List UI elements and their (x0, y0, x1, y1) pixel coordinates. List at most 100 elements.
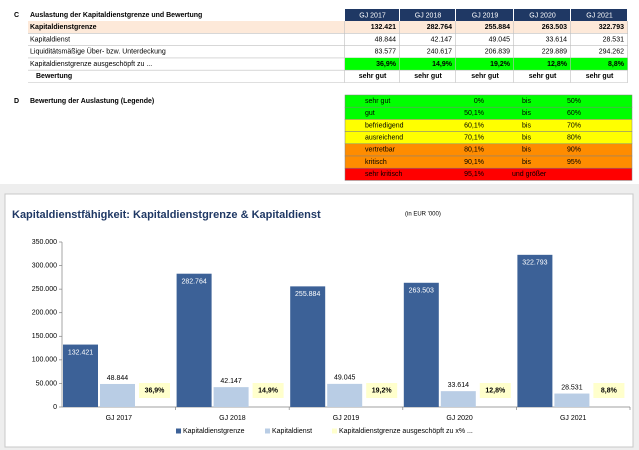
row-label: Liquiditätsmäßige Über- bzw. Unterdeckun… (30, 48, 166, 56)
bar (176, 273, 212, 407)
legend-cell: bis (522, 98, 531, 105)
legend-cell: sehr gut (365, 98, 390, 105)
cell-value: 240.617 (427, 49, 452, 56)
legend-cell: 90,1% (464, 159, 484, 166)
cell-value: 294.262 (599, 49, 624, 56)
legend-swatch (265, 428, 270, 434)
y-tick-label: 350.000 (32, 239, 57, 246)
data-label: 42.147 (220, 378, 242, 385)
column-header-cell (571, 9, 627, 21)
legend-cell: 60% (567, 110, 581, 117)
legend-cell: 95% (567, 159, 581, 166)
cell-value: sehr gut (471, 73, 499, 80)
data-label: 48.844 (107, 375, 129, 382)
legend-cell: kritisch (365, 159, 387, 166)
cell-value: 132.421 (371, 24, 396, 31)
bar (213, 387, 249, 407)
cell-value: 19,2% (490, 61, 511, 68)
cell-value: 206.839 (485, 49, 510, 56)
legend-row (344, 106, 633, 120)
cell-value: 48.844 (375, 36, 397, 43)
legend-cell: sehr kritisch (365, 171, 402, 178)
column-header: GJ 2019 (472, 12, 499, 19)
legend-label: Kapitaldienst (272, 428, 312, 435)
data-label: 255.884 (295, 291, 320, 298)
percent-label-box (593, 383, 625, 398)
bar (63, 344, 98, 407)
cell-value: 28.531 (603, 36, 625, 43)
y-tick-label: 150.000 (32, 333, 57, 340)
column-header-cell (456, 9, 513, 21)
legend-swatch (176, 428, 181, 434)
y-tick-label: 50.000 (36, 380, 58, 387)
cell-value: 83.577 (375, 49, 397, 56)
column-header: GJ 2018 (415, 12, 442, 19)
legend-cell: 70% (567, 122, 581, 129)
legend-cell: bis (522, 122, 531, 129)
cell-value: 36,9% (376, 61, 397, 68)
row-label: Bewertung (36, 73, 72, 80)
cell-value: 33.614 (546, 36, 568, 43)
data-label: 33.614 (448, 382, 470, 389)
legend-cell: 80,1% (464, 147, 484, 154)
bar (403, 282, 439, 407)
section-letter: C (14, 12, 19, 19)
x-tick-label: GJ 2021 (560, 415, 587, 422)
column-header: GJ 2017 (359, 12, 386, 19)
data-label: 49.045 (334, 375, 356, 382)
legend-cell: 90% (567, 147, 581, 154)
percent-label-box (479, 383, 511, 398)
legend-label: Kapitaldienstgrenze (183, 428, 245, 435)
bar (517, 254, 553, 407)
legend-cell: 50,1% (464, 110, 484, 117)
data-label: 8,8% (601, 387, 618, 394)
cell-value: 282.764 (427, 24, 452, 31)
cell-value: 12,8% (547, 61, 568, 68)
row-label: Kapitaldienstgrenze (30, 24, 97, 31)
column-header-cell (514, 9, 570, 21)
legend-cell: 80% (567, 135, 581, 142)
legend-cell: ausreichend (365, 135, 403, 142)
legend-cell: 60,1% (464, 122, 484, 129)
data-label: 263.503 (409, 288, 434, 295)
legend-label: Kapitaldienstgrenze ausgeschöpft zu x% .… (339, 428, 473, 435)
legend-row (344, 167, 633, 181)
row-label: Kapitaldienstgrenze ausgeschöpft zu ... (30, 61, 152, 68)
y-tick-label: 0 (53, 404, 57, 411)
x-tick-label: GJ 2017 (106, 415, 133, 422)
legend-row (344, 155, 633, 169)
cell-value: 322.793 (599, 24, 624, 31)
y-tick-label: 300.000 (32, 262, 57, 269)
data-label: 282.764 (181, 279, 206, 286)
section-letter: D (14, 98, 19, 105)
column-header: GJ 2020 (529, 12, 556, 19)
data-label: 12,8% (485, 387, 506, 394)
cell-value: 42.147 (431, 36, 453, 43)
legend-cell: bis (522, 147, 531, 154)
data-label: 132.421 (68, 349, 93, 356)
legend-cell: bis (522, 159, 531, 166)
cell-value: sehr gut (529, 73, 557, 80)
cell-value: 14,9% (432, 61, 453, 68)
column-header-cell (345, 9, 399, 21)
cell-value: 255.884 (485, 24, 510, 31)
section-title: Bewertung der Auslastung (Legende) (30, 98, 154, 105)
cell-value: 263.503 (542, 24, 567, 31)
x-tick-label: GJ 2019 (333, 415, 360, 422)
percent-label-box (252, 383, 284, 398)
cell-value: sehr gut (414, 73, 442, 80)
bar (290, 286, 326, 407)
section-title: Auslastung der Kapitaldienstgrenze und B… (30, 12, 202, 19)
legend-cell: 95,1% (464, 171, 484, 178)
data-label: 14,9% (258, 387, 279, 394)
cell-value: sehr gut (586, 73, 614, 80)
y-tick-label: 100.000 (32, 357, 57, 364)
data-label: 36,9% (145, 387, 166, 394)
row-highlight (28, 21, 628, 34)
legend-cell: bis (522, 110, 531, 117)
cell-value: 49.045 (489, 36, 511, 43)
x-tick-label: GJ 2018 (219, 415, 246, 422)
cell-value: sehr gut (359, 73, 387, 80)
percent-label-box (139, 383, 170, 398)
